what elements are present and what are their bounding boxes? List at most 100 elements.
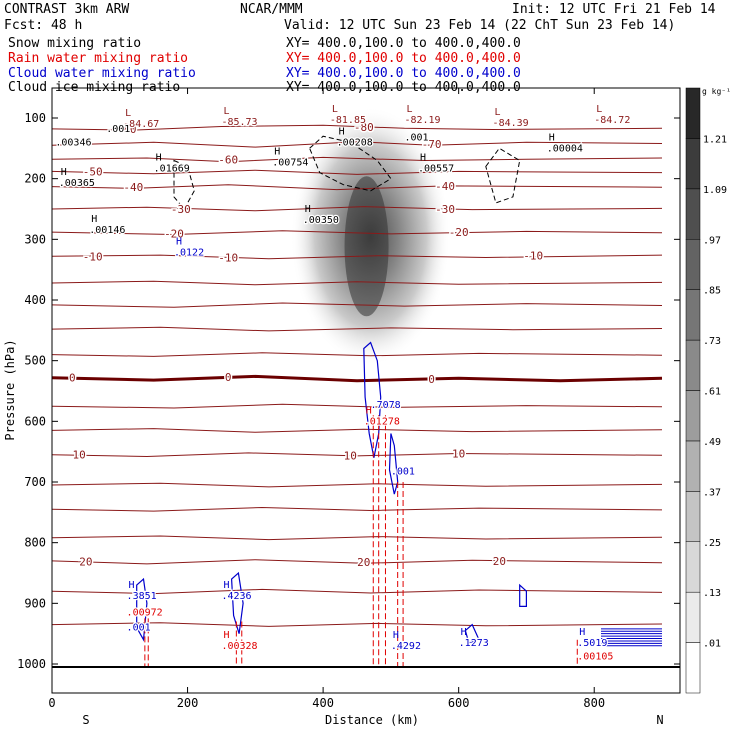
cloud-water-contour — [464, 623, 480, 644]
extremum-value: -84.72 — [594, 115, 630, 126]
temperature-contour — [52, 559, 663, 565]
extremum-mark: H — [129, 580, 135, 591]
y-tick-label: 100 — [24, 111, 46, 125]
colorbar-level: .13 — [703, 588, 721, 599]
extremum-value: .00208 — [337, 137, 373, 148]
extremum-mark: H — [393, 630, 399, 641]
temperature-contour — [52, 506, 663, 512]
colorbar-level: .97 — [703, 235, 721, 246]
extremum-mark: L — [223, 106, 229, 117]
colorbar-segment — [685, 188, 701, 240]
colorbar-segment — [685, 491, 701, 543]
extremum-mark: H — [274, 146, 280, 157]
extremum-value: -81.85 — [330, 115, 366, 126]
extremum-value: .00365 — [59, 178, 95, 189]
colorbar-level: .37 — [703, 487, 721, 498]
cloud-water-contour — [519, 583, 527, 607]
colorbar-level: .85 — [703, 286, 721, 297]
extremum-mark: H — [461, 627, 467, 638]
x-tick-label: 200 — [177, 696, 199, 710]
temperature-label: 10 — [72, 449, 85, 462]
x-axis-title: Distance (km) — [325, 713, 419, 727]
field-cloud-water: Cloud water mixing ratio — [8, 66, 196, 81]
extremum-value: .4236 — [221, 591, 251, 602]
temperature-label: 10 — [344, 449, 357, 462]
forecast-hour: Fcst: 48 h — [4, 18, 83, 33]
colorbar: .01 .13 .25 .37 .49 .61 .73 .85 .97 1.09 1.21 g kg⁻… — [685, 87, 731, 694]
cloud-water-contour — [388, 433, 399, 495]
field-cloud-ice: Cloud ice mixing ratio — [8, 80, 181, 95]
colorbar-segment — [685, 138, 701, 190]
field-cloud-water-xy: XY= 400.0,100.0 to 400.0,400.0 — [286, 66, 521, 81]
cloud-water-contour — [230, 571, 244, 634]
extremum-value: .00105 — [577, 652, 613, 663]
extremum-mark: H — [305, 204, 311, 215]
extremum-mark: L — [596, 104, 602, 115]
temperature-label: 0 — [225, 371, 232, 384]
temperature-contour — [52, 374, 663, 383]
temperature-contour — [52, 622, 663, 627]
field-snow-xy: XY= 400.0,100.0 to 400.0,400.0 — [286, 36, 521, 51]
extremum-value: .0122 — [174, 248, 204, 259]
extremum-mark: H — [176, 237, 182, 248]
temperature-contour — [52, 428, 663, 433]
temperature-contour — [52, 254, 663, 260]
temperature-label: -30 — [435, 203, 455, 216]
extremum-value: .00350 — [303, 215, 339, 226]
extremum-mark: L — [495, 107, 501, 118]
temperature-label: -10 — [83, 250, 103, 263]
temperature-contour — [52, 141, 663, 148]
temperature-label: -80 — [117, 123, 137, 136]
extremum-value: .3851 — [127, 591, 157, 602]
temperature-label: -70 — [422, 138, 442, 151]
extremum-mark: H — [549, 132, 555, 143]
colorbar-level: 1.21 — [703, 134, 727, 145]
temperature-label: 20 — [357, 556, 370, 569]
extremum-mark: H — [156, 152, 162, 163]
temperature-label: -20 — [449, 226, 469, 239]
temperature-contour — [52, 280, 663, 286]
x-tick-label: 400 — [312, 696, 334, 710]
cloud-ice-contour — [309, 135, 392, 192]
extremum-value: -84.67 — [123, 119, 159, 130]
extremum-mark: L — [125, 108, 131, 119]
temperature-contour — [52, 482, 663, 488]
org-label: NCAR/MMM — [240, 2, 303, 17]
y-tick-label: 900 — [24, 596, 46, 610]
north-label: N — [656, 713, 663, 727]
x-tick-label: 600 — [448, 696, 470, 710]
colorbar-segment — [685, 390, 701, 442]
temperature-contour — [52, 206, 663, 212]
colorbar-segment — [685, 339, 701, 391]
extremum-value: .1273 — [459, 638, 489, 649]
y-tick-label: 800 — [24, 536, 46, 550]
field-rain-xy: XY= 400.0,100.0 to 400.0,400.0 — [286, 51, 521, 66]
extremum-mark: L — [332, 104, 338, 115]
temperature-label: -40 — [123, 181, 143, 194]
x-tick-label: 800 — [583, 696, 605, 710]
temperature-contour — [52, 535, 663, 541]
temperature-label: -10 — [218, 252, 238, 265]
extremum-value: .001 — [127, 623, 151, 634]
snow-core — [344, 176, 389, 317]
temperature-contour — [52, 326, 663, 332]
temperature-label: -80 — [354, 121, 374, 134]
temperature-contour — [52, 230, 663, 236]
y-tick-label: 600 — [24, 414, 46, 428]
extremum-value: .00557 — [418, 163, 454, 174]
extremum-mark: H — [61, 167, 67, 178]
x-tick-label: 0 — [48, 696, 55, 710]
init-time: Init: 12 UTC Fri 21 Feb 14 — [512, 2, 716, 17]
colorbar-segment — [685, 239, 701, 290]
extremum-value: .01669 — [154, 163, 190, 174]
extremum-mark: H — [579, 627, 585, 638]
cloud-ice-contour — [173, 159, 195, 210]
extremum-value: .001 — [106, 124, 130, 135]
temperature-label: 20 — [493, 555, 506, 568]
temperature-label: 0 — [69, 372, 76, 385]
temperature-label: -60 — [218, 153, 238, 166]
model-title: CONTRAST 3km ARW — [4, 2, 130, 17]
colorbar-segment — [685, 642, 701, 694]
